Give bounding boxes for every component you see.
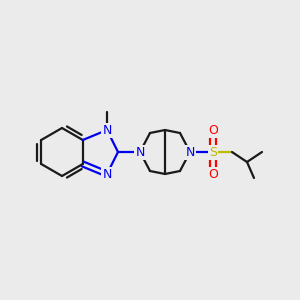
Text: O: O [208,167,218,181]
Text: O: O [208,124,218,136]
Text: S: S [209,146,217,158]
Text: N: N [135,146,145,158]
Text: N: N [185,146,195,158]
Text: N: N [102,167,112,181]
Text: N: N [102,124,112,136]
